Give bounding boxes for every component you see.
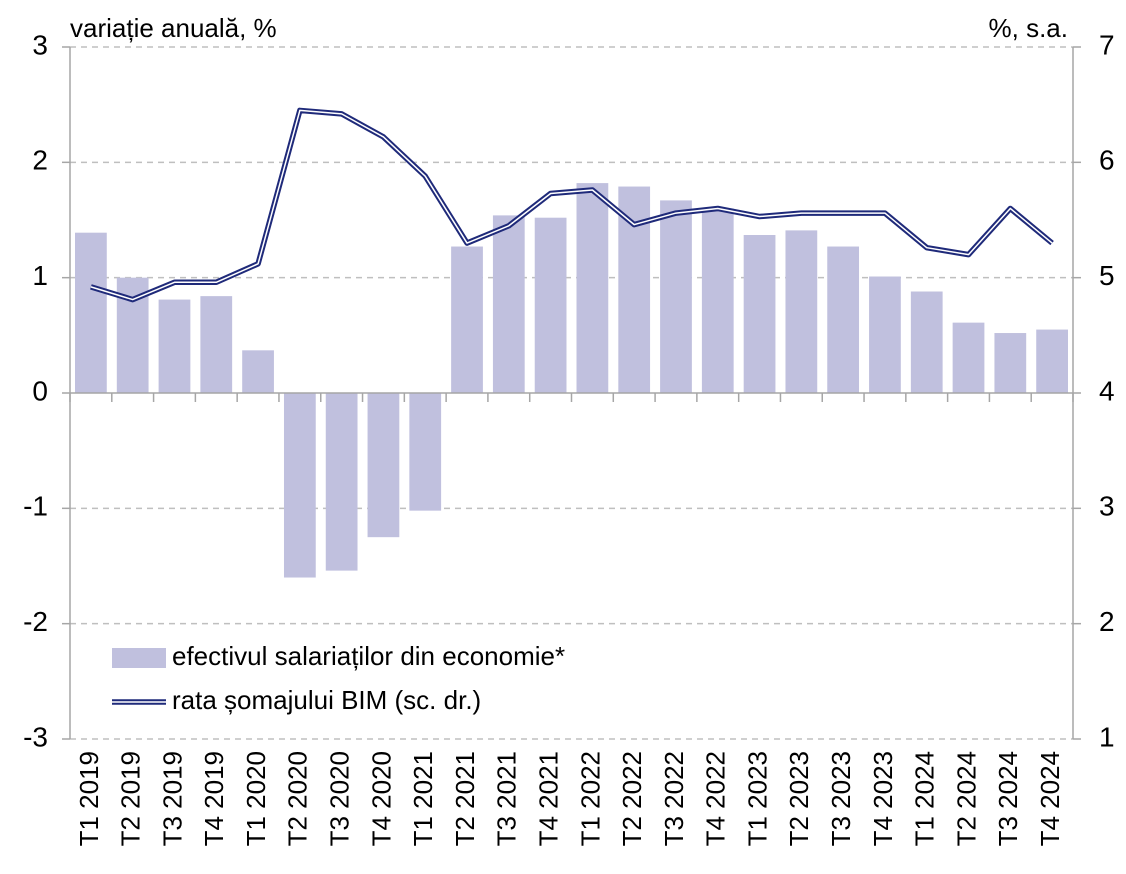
y-tick-label: 0 (32, 375, 48, 406)
legend-label: rata șomajului BIM (sc. dr.) (172, 685, 481, 715)
x-tick-label: T4 2023 (868, 751, 898, 846)
x-tick-label: T4 2022 (701, 751, 731, 846)
x-tick-label: T3 2023 (826, 751, 856, 846)
x-tick-label: T2 2022 (617, 751, 647, 846)
y2-tick-label: 3 (1099, 491, 1115, 522)
bar (785, 230, 818, 393)
y-tick-label: 3 (32, 29, 48, 60)
line (90, 107, 1054, 303)
bar (283, 393, 316, 578)
bar (75, 232, 107, 393)
bar (994, 333, 1027, 393)
x-tick-label: T3 2019 (157, 751, 187, 846)
y2-tick-label: 5 (1099, 260, 1115, 291)
bar (492, 215, 525, 393)
bar (242, 350, 274, 393)
x-tick-label: T4 2024 (1035, 751, 1065, 846)
bar (869, 276, 901, 393)
bar (1036, 329, 1068, 393)
line-inner (90, 109, 1053, 301)
legend-swatch (112, 648, 166, 668)
bar (451, 246, 483, 393)
x-tick-label: T2 2020 (283, 751, 313, 846)
bar (409, 393, 442, 511)
y2-tick-label: 2 (1099, 606, 1115, 637)
bar (827, 246, 860, 393)
x-tick-label: T4 2021 (533, 751, 563, 846)
bar (952, 322, 985, 393)
y-tick-label: 2 (32, 145, 48, 176)
bar (910, 291, 943, 393)
bar (367, 393, 400, 538)
y2-tick-label: 4 (1099, 375, 1115, 406)
x-tick-label: T2 2023 (784, 751, 814, 846)
x-tick-label: T3 2021 (492, 751, 522, 846)
x-tick-label: T1 2020 (241, 751, 271, 846)
y-tick-label: -2 (23, 606, 48, 637)
y2-axis-title: %, s.a. (989, 13, 1068, 43)
x-tick-label: T1 2022 (575, 751, 605, 846)
x-tick-label: T1 2021 (408, 751, 438, 846)
y2-tick-label: 6 (1099, 145, 1115, 176)
bar (576, 183, 609, 393)
x-tick-label: T2 2024 (951, 751, 981, 846)
legend-label: efectivul salariaților din economie* (172, 641, 565, 671)
x-tick-label: T4 2020 (366, 751, 396, 846)
bar (701, 208, 734, 393)
y2-tick-label: 1 (1099, 721, 1115, 752)
x-tick-label: T3 2020 (325, 751, 355, 846)
bar (200, 296, 233, 393)
y-tick-label: -1 (23, 491, 48, 522)
x-tick-label: T1 2023 (742, 751, 772, 846)
x-tick-label: T1 2024 (910, 751, 940, 846)
bar (158, 299, 191, 393)
bar (660, 200, 692, 393)
x-tick-label: T2 2019 (116, 751, 146, 846)
x-tick-label: T1 2019 (74, 751, 104, 846)
y-axis-title: variație anuală, % (70, 13, 277, 43)
x-tick-label: T3 2024 (993, 751, 1023, 846)
bar (743, 234, 776, 393)
bar (325, 393, 358, 571)
y2-tick-label: 7 (1099, 29, 1115, 60)
x-tick-label: T4 2019 (199, 751, 229, 846)
x-tick-label: T3 2022 (659, 751, 689, 846)
x-tick-label: T2 2021 (450, 751, 480, 846)
y-tick-label: -3 (23, 721, 48, 752)
bar (534, 217, 567, 393)
y-tick-label: 1 (32, 260, 48, 291)
